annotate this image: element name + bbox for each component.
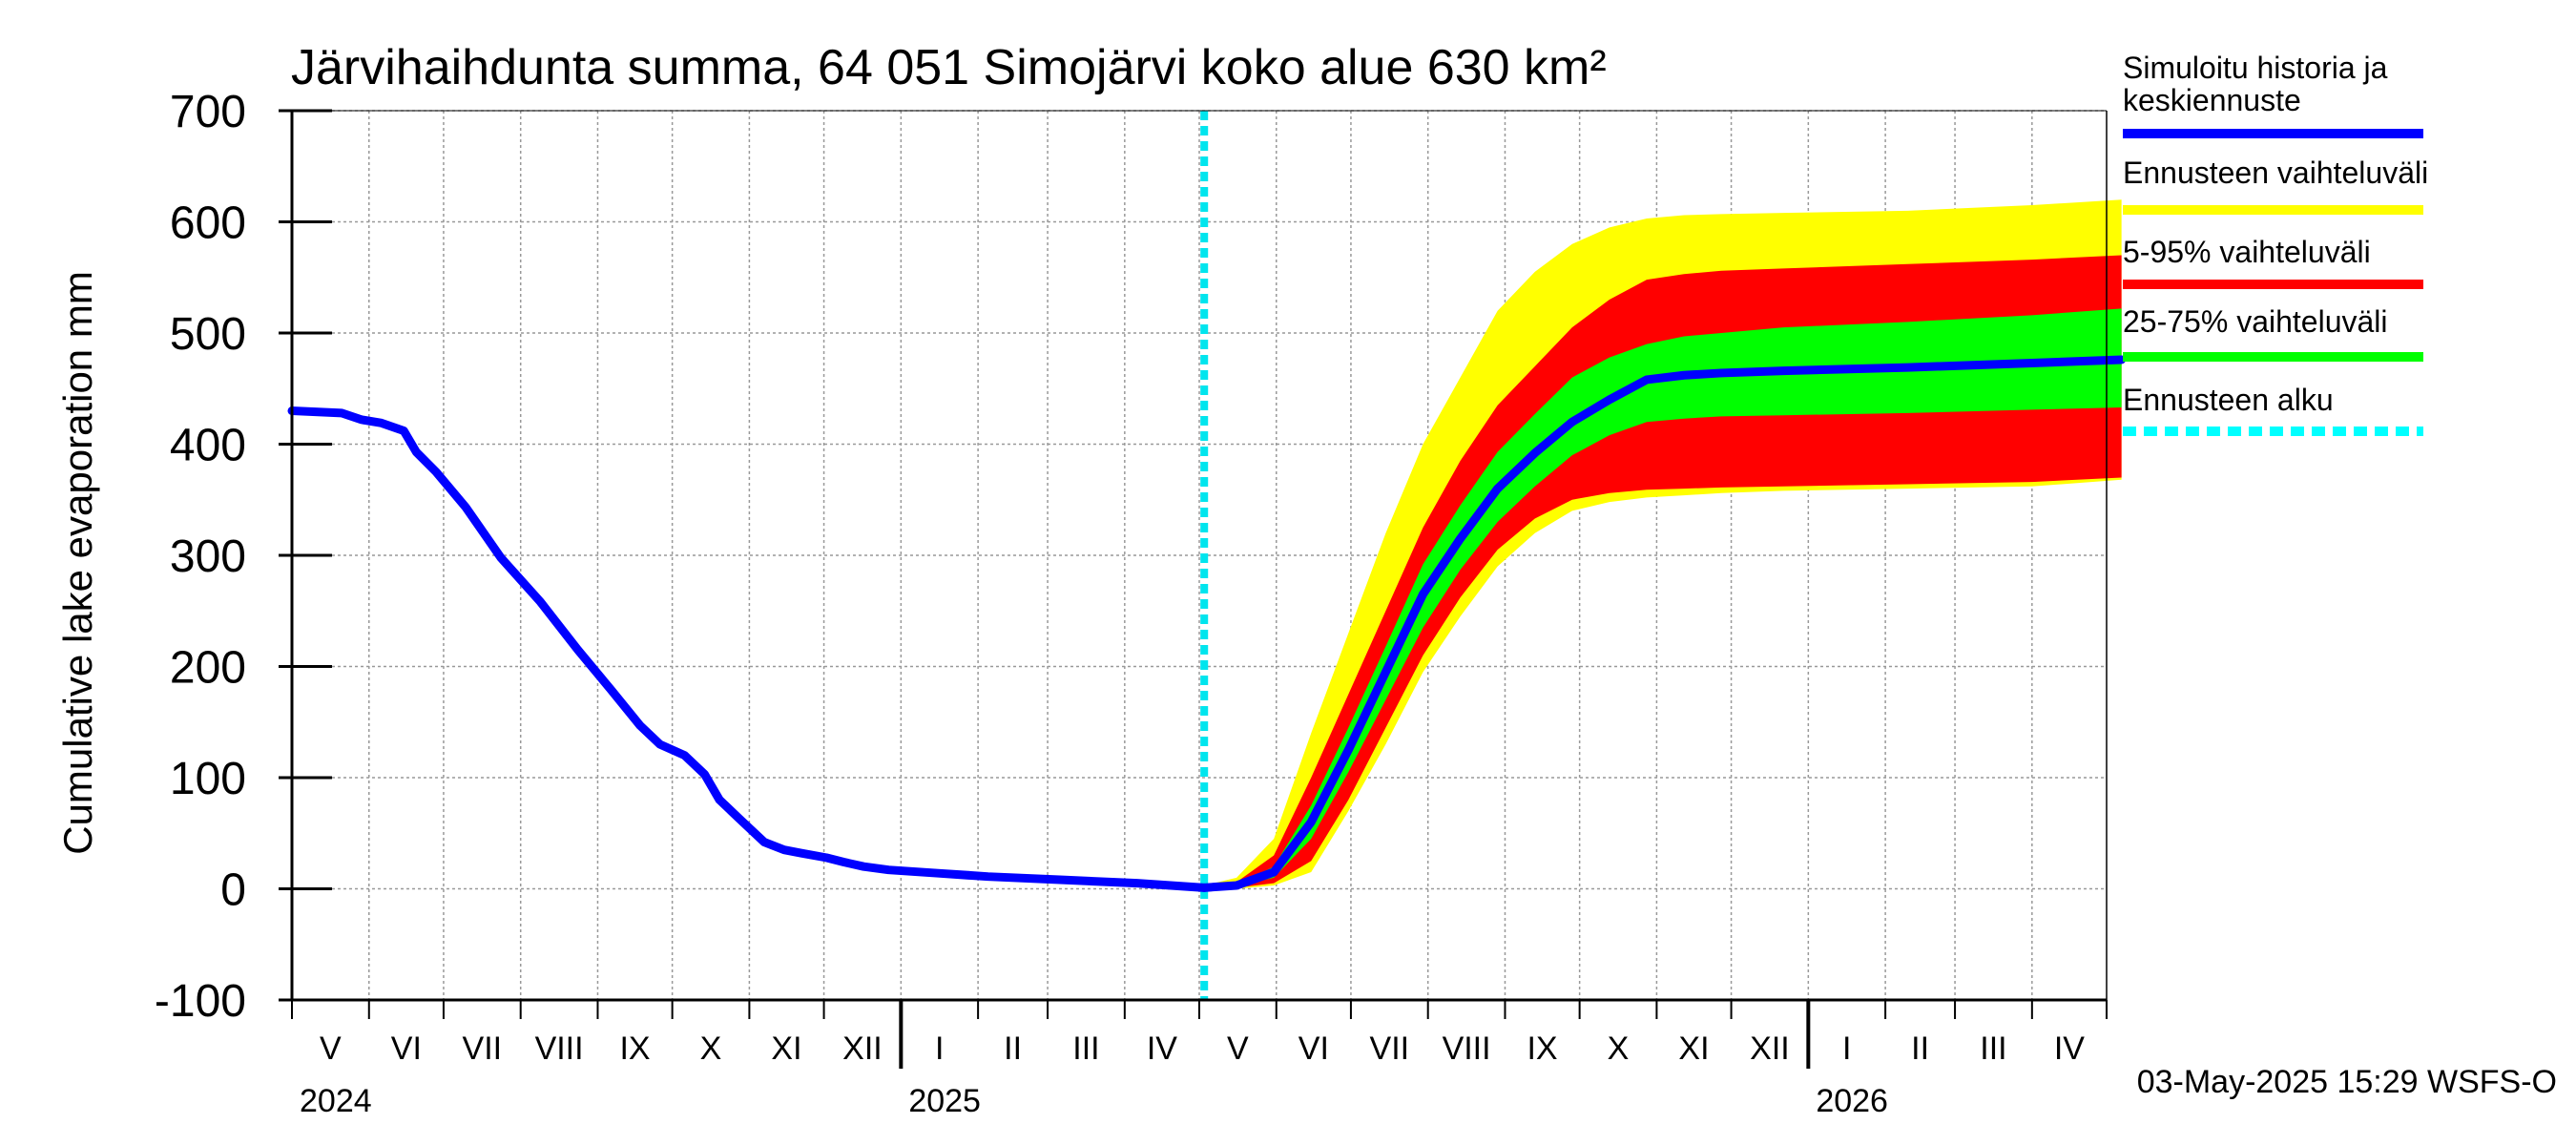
month-label: VIII (535, 1030, 584, 1067)
month-label: III (1072, 1030, 1099, 1067)
month-label: III (1980, 1030, 2006, 1067)
legend-label: keskiennuste (2123, 83, 2301, 117)
year-label: 2026 (1816, 1083, 1888, 1119)
chart-title: Järvihaihdunta summa, 64 051 Simojärvi k… (291, 40, 1607, 95)
legend-label: 25-75% vaihteluväli (2123, 304, 2388, 339)
month-label: VI (1298, 1030, 1329, 1067)
month-label: II (1911, 1030, 1929, 1067)
month-label: VI (391, 1030, 422, 1067)
legend-label: Simuloitu historia ja (2123, 51, 2388, 85)
month-label: I (1842, 1030, 1851, 1067)
y-tick-label: -100 (155, 976, 246, 1027)
y-tick-label: 600 (170, 198, 246, 249)
y-tick-label: 700 (170, 87, 246, 137)
month-label: XII (1750, 1030, 1790, 1067)
legend-label: 5-95% vaihteluväli (2123, 235, 2371, 269)
year-label: 2025 (908, 1083, 981, 1119)
footer-timestamp: 03-May-2025 15:29 WSFS-O (2137, 1064, 2557, 1100)
month-label: XI (771, 1030, 801, 1067)
month-label: V (1227, 1030, 1249, 1067)
month-label: IX (619, 1030, 650, 1067)
y-tick-label: 500 (170, 309, 246, 360)
month-label: X (1608, 1030, 1630, 1067)
month-label: I (935, 1030, 944, 1067)
month-label: IV (2054, 1030, 2085, 1067)
series-lines (287, 111, 2127, 1000)
month-label: VIII (1443, 1030, 1491, 1067)
legend-label: Ennusteen alku (2123, 383, 2334, 417)
y-tick-label: 0 (220, 865, 246, 916)
median-forecast-line (1199, 355, 2127, 892)
y-tick-label: 400 (170, 421, 246, 471)
y-axis-label: Cumulative lake evaporation mm (55, 271, 100, 855)
year-label: 2024 (300, 1083, 372, 1119)
month-label: VII (463, 1030, 503, 1067)
y-tick-label: 300 (170, 531, 246, 582)
month-label: V (320, 1030, 342, 1067)
month-label: X (700, 1030, 722, 1067)
month-label: II (1004, 1030, 1022, 1067)
month-label: XII (842, 1030, 883, 1067)
month-label: VII (1370, 1030, 1410, 1067)
month-label: XI (1678, 1030, 1709, 1067)
band-5-95 (1204, 255, 2122, 889)
y-tick-label: 200 (170, 643, 246, 694)
month-label: IX (1527, 1030, 1557, 1067)
month-label: IV (1147, 1030, 1177, 1067)
legend-label: Ennusteen vaihteluväli (2123, 156, 2428, 190)
y-tick-label: 100 (170, 754, 246, 804)
history-line (287, 406, 1209, 892)
